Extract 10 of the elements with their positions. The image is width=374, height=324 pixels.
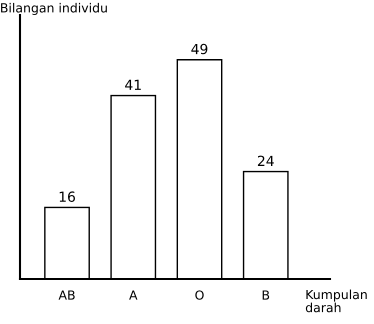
- data-label: 49: [191, 44, 208, 54]
- x-tick-label: AB: [58, 290, 75, 300]
- data-label: 41: [125, 80, 141, 90]
- x-tick-label: A: [129, 290, 138, 300]
- x-tick-label: B: [262, 290, 270, 300]
- x-tick-label: O: [195, 290, 204, 300]
- x-axis-title: Kumpulan darah: [306, 290, 367, 312]
- y-axis-title: Bilangan individu: [1, 2, 107, 15]
- data-label: 16: [60, 191, 75, 202]
- data-label: 24: [258, 156, 274, 166]
